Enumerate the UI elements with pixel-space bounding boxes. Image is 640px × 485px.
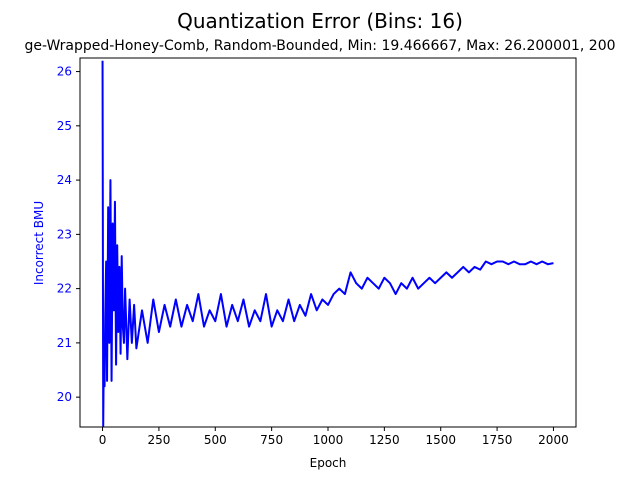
x-tick-label: 1250 — [369, 433, 400, 447]
y-tick-label: 26 — [57, 65, 72, 79]
plot-frame — [79, 57, 577, 428]
series-line-0 — [101, 60, 554, 427]
y-tick-label: 21 — [57, 336, 72, 350]
x-tick-label: 250 — [147, 433, 170, 447]
y-tick-label: 25 — [57, 119, 72, 133]
x-tick-label: 0 — [99, 433, 107, 447]
x-tick-label: 1000 — [313, 433, 344, 447]
x-tick-label: 2000 — [538, 433, 569, 447]
y-axis-label: Incorrect BMU — [32, 201, 46, 285]
y-tick-label: 23 — [57, 227, 72, 241]
series-layer — [101, 60, 554, 427]
y-axis: 20 21 22 23 24 25 26 — [57, 65, 80, 404]
x-tick-label: 1500 — [425, 433, 456, 447]
y-tick-label: 20 — [57, 390, 72, 404]
x-tick-label: 500 — [204, 433, 227, 447]
chart-title: Quantization Error (Bins: 16) — [177, 9, 463, 33]
y-tick-label: 22 — [57, 282, 72, 296]
x-tick-label: 750 — [260, 433, 283, 447]
x-tick-label: 1750 — [482, 433, 513, 447]
x-axis: 0 250 500 750 1000 1250 1500 1750 2000 — [99, 427, 569, 447]
x-axis-label: Epoch — [310, 456, 347, 470]
chart-subtitle: ge-Wrapped-Honey-Comb, Random-Bounded, M… — [24, 38, 615, 54]
y-tick-label: 24 — [57, 173, 72, 187]
